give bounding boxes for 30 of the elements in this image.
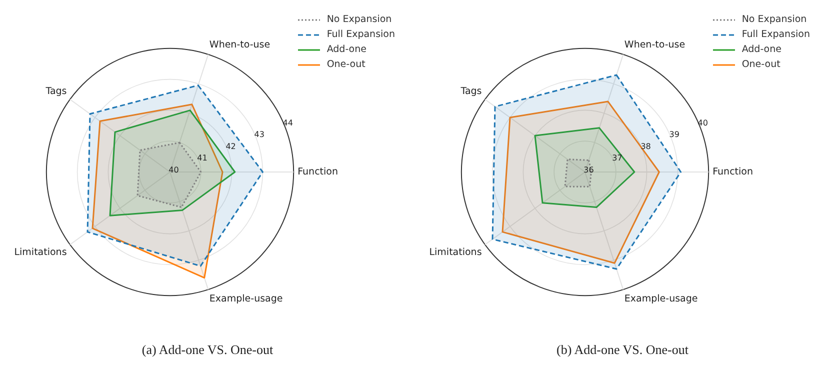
- spoke-label: Example-usage: [624, 294, 698, 305]
- y-tick-label: 42: [226, 142, 236, 151]
- legend-label: Add-one: [326, 44, 366, 55]
- legend-label: Full Expansion: [326, 29, 395, 40]
- legend-label: Full Expansion: [742, 29, 810, 40]
- y-tick-label: 36: [584, 166, 594, 175]
- y-tick-label: 40: [168, 166, 179, 175]
- legend-label: One-out: [742, 59, 780, 70]
- y-tick-label: 44: [282, 118, 293, 128]
- spoke-label: Function: [298, 166, 338, 178]
- legend-label: No Expansion: [742, 14, 807, 25]
- spoke-label: Limitations: [14, 247, 67, 258]
- y-tick-label: 37: [612, 154, 622, 163]
- spoke-label: Tags: [44, 86, 67, 97]
- text: (a) Add-one VS. One-out: [140, 342, 274, 358]
- legend-label: Add-one: [742, 44, 782, 55]
- y-tick-label: 40: [698, 118, 708, 128]
- y-tick-label: 39: [669, 130, 680, 140]
- y-tick-label: 38: [640, 142, 651, 151]
- legend-label: No Expansion: [326, 14, 392, 25]
- spoke-label: Example-usage: [209, 294, 283, 305]
- text: (b) Add-one VS. One-out: [556, 342, 690, 358]
- spoke-label: When-to-use: [209, 39, 270, 50]
- spoke-label: When-to-use: [624, 39, 686, 50]
- spoke-label: Tags: [460, 86, 482, 97]
- y-tick-label: 41: [197, 154, 208, 163]
- y-tick-label: 43: [254, 130, 264, 140]
- spoke-label: Limitations: [429, 247, 482, 258]
- legend-label: One-out: [326, 59, 366, 70]
- spoke-label: Function: [712, 166, 754, 178]
